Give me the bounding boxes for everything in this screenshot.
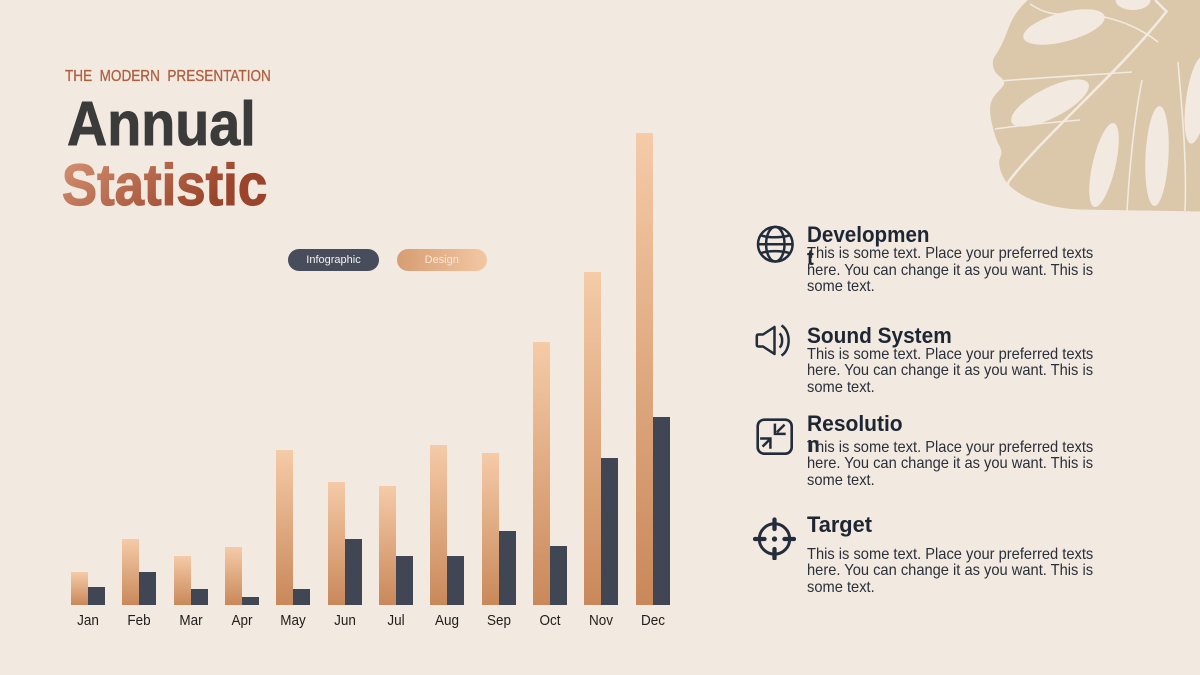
svg-text:Statistic: Statistic: [62, 159, 267, 218]
